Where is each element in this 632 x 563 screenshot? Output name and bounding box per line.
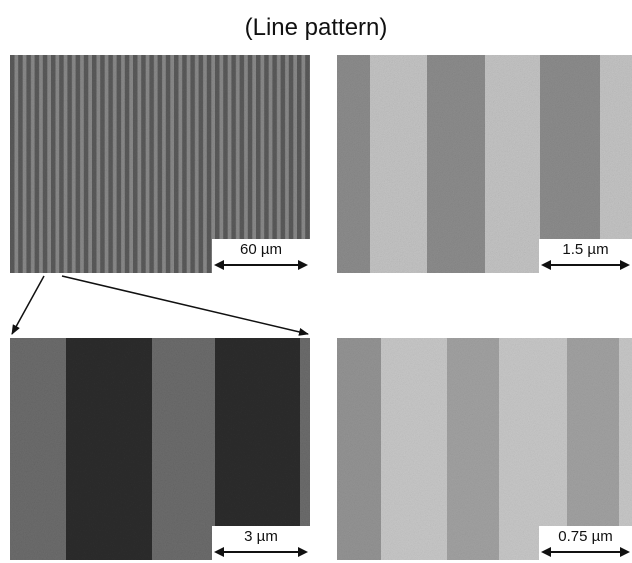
line-pattern-image <box>337 55 632 273</box>
line-pattern-image <box>10 338 310 560</box>
scale-bar: 3 µm <box>212 526 310 560</box>
scale-bar-label: 1.5 µm <box>562 241 609 258</box>
sem-panel-top-left: 60 µm <box>10 55 310 273</box>
figure-title: (Line pattern) <box>244 14 388 41</box>
double-arrow-icon <box>541 260 630 270</box>
sem-panel-top-right: 1.5 µm <box>337 55 632 273</box>
sem-panel-bottom-right: 0.75 µm <box>337 338 632 560</box>
scale-bar: 1.5 µm <box>539 239 632 273</box>
scale-bar-label: 60 µm <box>240 241 282 258</box>
double-arrow-icon <box>541 547 630 557</box>
scale-bar: 60 µm <box>212 239 310 273</box>
line-pattern-image <box>10 55 310 273</box>
zoom-arrow-right <box>61 275 309 336</box>
scale-bar-label: 3 µm <box>244 528 278 545</box>
double-arrow-icon <box>214 547 308 557</box>
scale-bar-label: 0.75 µm <box>558 528 613 545</box>
zoom-arrow-left <box>11 275 45 335</box>
double-arrow-icon <box>214 260 308 270</box>
sem-panel-bottom-left: 3 µm <box>10 338 310 560</box>
line-pattern-image <box>337 338 632 560</box>
scale-bar: 0.75 µm <box>539 526 632 560</box>
